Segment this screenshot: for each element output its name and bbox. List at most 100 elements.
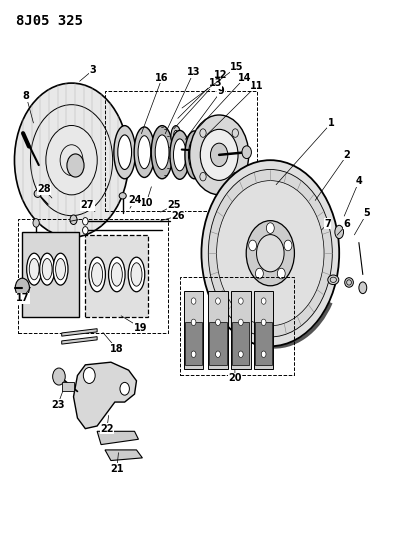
Circle shape [211, 143, 228, 166]
Bar [255, 322, 272, 365]
Circle shape [239, 319, 243, 326]
Text: 21: 21 [110, 464, 124, 473]
Bar [208, 292, 228, 368]
Circle shape [246, 221, 294, 286]
Ellipse shape [134, 127, 154, 177]
Text: 23: 23 [51, 400, 64, 410]
Text: 14: 14 [238, 73, 252, 83]
Polygon shape [97, 431, 139, 445]
Text: 5: 5 [363, 208, 370, 219]
Ellipse shape [359, 282, 367, 294]
Text: 15: 15 [230, 62, 244, 72]
Ellipse shape [185, 131, 204, 179]
Bar [62, 382, 74, 391]
Ellipse shape [131, 263, 142, 286]
Text: 22: 22 [100, 424, 114, 434]
Circle shape [216, 319, 220, 326]
Bar [209, 322, 227, 365]
Text: 12: 12 [214, 70, 228, 80]
Circle shape [83, 368, 95, 383]
Polygon shape [62, 329, 97, 336]
Text: 8: 8 [23, 91, 30, 101]
Circle shape [191, 298, 196, 304]
Text: 2: 2 [344, 150, 350, 160]
Text: 26: 26 [171, 211, 184, 221]
Circle shape [33, 219, 39, 227]
Bar [23, 232, 79, 317]
Circle shape [242, 146, 252, 159]
Text: 16: 16 [155, 73, 169, 83]
Ellipse shape [173, 139, 186, 171]
Circle shape [261, 351, 266, 358]
Text: 25: 25 [167, 200, 181, 211]
Ellipse shape [53, 253, 68, 285]
Ellipse shape [56, 259, 66, 280]
Ellipse shape [109, 257, 125, 292]
Circle shape [216, 351, 220, 358]
Text: 11: 11 [250, 81, 263, 91]
Circle shape [70, 215, 77, 224]
Text: 9: 9 [218, 86, 224, 96]
Text: 8J05 325: 8J05 325 [17, 14, 83, 28]
Bar [19, 219, 168, 333]
Bar [85, 235, 148, 317]
Circle shape [239, 351, 243, 358]
Text: 19: 19 [134, 322, 147, 333]
Ellipse shape [29, 259, 39, 280]
Ellipse shape [34, 190, 41, 197]
Ellipse shape [328, 275, 339, 285]
Text: 18: 18 [110, 344, 124, 354]
Ellipse shape [40, 253, 55, 285]
Polygon shape [73, 362, 137, 429]
Ellipse shape [335, 225, 344, 239]
Text: 4: 4 [356, 176, 362, 187]
Circle shape [83, 227, 88, 234]
Bar [180, 277, 294, 375]
Circle shape [239, 298, 243, 304]
Text: 17: 17 [15, 293, 29, 303]
Circle shape [216, 298, 220, 304]
Circle shape [67, 154, 84, 177]
Ellipse shape [188, 140, 200, 170]
Bar [185, 322, 202, 365]
Circle shape [208, 169, 332, 337]
Ellipse shape [118, 135, 132, 169]
Circle shape [249, 240, 257, 251]
Circle shape [191, 351, 196, 358]
Text: 6: 6 [344, 219, 350, 229]
Circle shape [15, 278, 30, 297]
Polygon shape [62, 337, 97, 344]
Ellipse shape [111, 263, 122, 286]
Text: 24: 24 [128, 195, 141, 205]
Text: 27: 27 [81, 200, 94, 211]
Bar [231, 292, 251, 368]
Text: 3: 3 [90, 65, 96, 75]
Circle shape [201, 160, 339, 346]
Ellipse shape [173, 131, 178, 142]
Text: 20: 20 [228, 373, 242, 383]
Ellipse shape [42, 259, 52, 280]
Circle shape [190, 115, 249, 195]
Bar [254, 292, 273, 368]
Ellipse shape [89, 257, 105, 292]
Circle shape [200, 130, 238, 180]
Ellipse shape [345, 278, 354, 287]
Bar [232, 322, 250, 365]
Circle shape [277, 268, 285, 279]
Circle shape [284, 240, 292, 251]
Circle shape [120, 382, 130, 395]
Bar [184, 292, 203, 368]
Text: 10: 10 [139, 198, 153, 208]
Text: 13: 13 [187, 68, 200, 77]
Ellipse shape [27, 253, 41, 285]
Circle shape [261, 298, 266, 304]
Text: 13: 13 [209, 78, 222, 88]
Bar [105, 91, 256, 211]
Ellipse shape [128, 257, 145, 292]
Polygon shape [105, 450, 142, 461]
Circle shape [191, 319, 196, 326]
Circle shape [266, 223, 274, 233]
Circle shape [261, 319, 266, 326]
Ellipse shape [138, 136, 150, 168]
Ellipse shape [151, 126, 173, 179]
